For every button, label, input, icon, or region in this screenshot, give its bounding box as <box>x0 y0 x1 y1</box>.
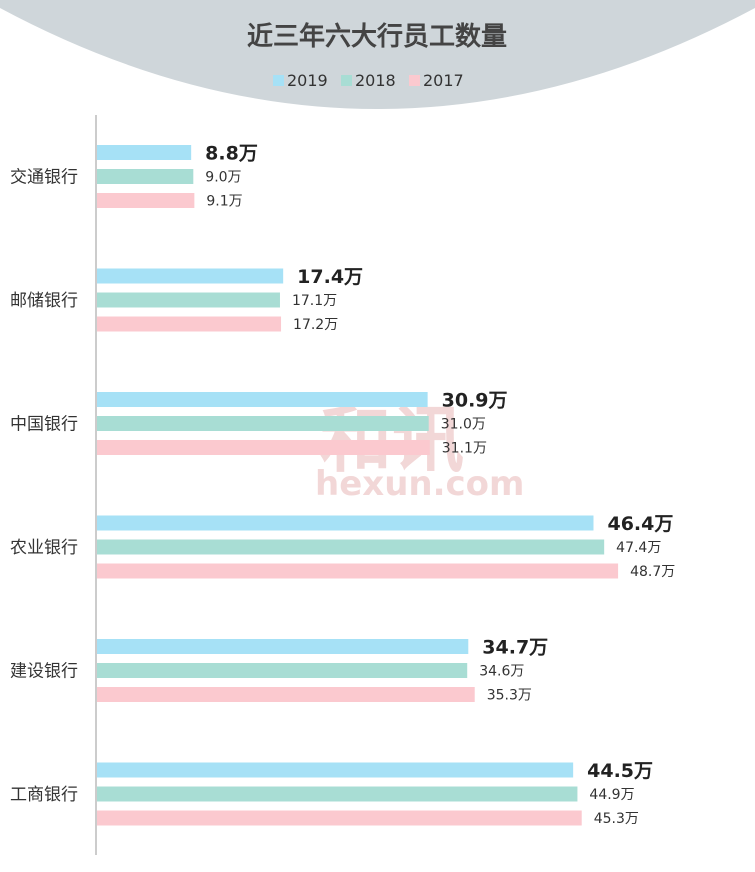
bar-2019 <box>97 639 469 654</box>
data-label: 44.9万 <box>589 787 634 803</box>
bar-2018 <box>97 416 429 431</box>
legend-swatch <box>341 75 352 86</box>
legend-swatch <box>273 75 284 86</box>
data-label: 48.7万 <box>630 564 675 580</box>
category-label: 工商银行 <box>10 785 78 805</box>
bar-2019 <box>97 392 428 407</box>
category-label: 中国银行 <box>10 415 78 435</box>
bar-2019 <box>97 515 594 531</box>
data-label: 30.9万 <box>442 390 508 412</box>
bar-2019 <box>97 145 192 160</box>
bar-2018 <box>97 539 605 555</box>
chart-title: 近三年六大行员工数量 <box>247 21 507 52</box>
watermark: 和讯 hexun.com <box>315 398 524 504</box>
watermark-english: hexun.com <box>315 464 524 504</box>
data-label: 17.1万 <box>292 293 337 309</box>
bar-2017 <box>97 687 475 702</box>
bar-2019 <box>97 762 574 778</box>
data-label: 31.0万 <box>441 417 486 433</box>
data-label: 44.5万 <box>587 760 653 782</box>
data-label: 34.6万 <box>479 664 524 680</box>
data-label: 35.3万 <box>487 688 532 704</box>
legend-label: 2017 <box>423 71 464 90</box>
data-label: 47.4万 <box>616 540 661 556</box>
bar-2017 <box>97 193 195 208</box>
data-label: 46.4万 <box>607 513 673 535</box>
bar-2017 <box>97 440 430 455</box>
data-label: 34.7万 <box>482 637 548 659</box>
value-labels: 8.8万 9.0万 9.1万 17.4万 17.1万 17.2万 30.9万 31.0万 31.… <box>205 143 675 828</box>
bar-2018 <box>97 663 468 678</box>
data-label: 31.1万 <box>442 441 487 457</box>
bar-2018 <box>97 786 578 802</box>
legend: 2019 2018 2017 <box>273 71 464 90</box>
legend-label: 2018 <box>355 71 396 90</box>
data-label: 45.3万 <box>594 811 639 827</box>
legend-label: 2019 <box>287 71 328 90</box>
category-label: 建设银行 <box>10 662 78 682</box>
data-label: 17.4万 <box>297 266 363 288</box>
data-label: 8.8万 <box>205 143 258 165</box>
bar-2019 <box>97 268 284 284</box>
bar-2018 <box>97 292 280 308</box>
category-label: 农业银行 <box>10 538 78 558</box>
bar-2018 <box>97 169 194 184</box>
bars <box>97 145 619 826</box>
header-background <box>0 0 755 109</box>
category-label: 邮储银行 <box>10 291 78 311</box>
bar-2017 <box>97 316 282 332</box>
bar-2017 <box>97 810 582 826</box>
legend-swatch <box>409 75 420 86</box>
data-label: 9.1万 <box>206 194 242 210</box>
category-label: 交通银行 <box>10 168 78 188</box>
data-label: 17.2万 <box>293 317 338 333</box>
data-label: 9.0万 <box>205 170 241 186</box>
bar-2017 <box>97 563 619 579</box>
